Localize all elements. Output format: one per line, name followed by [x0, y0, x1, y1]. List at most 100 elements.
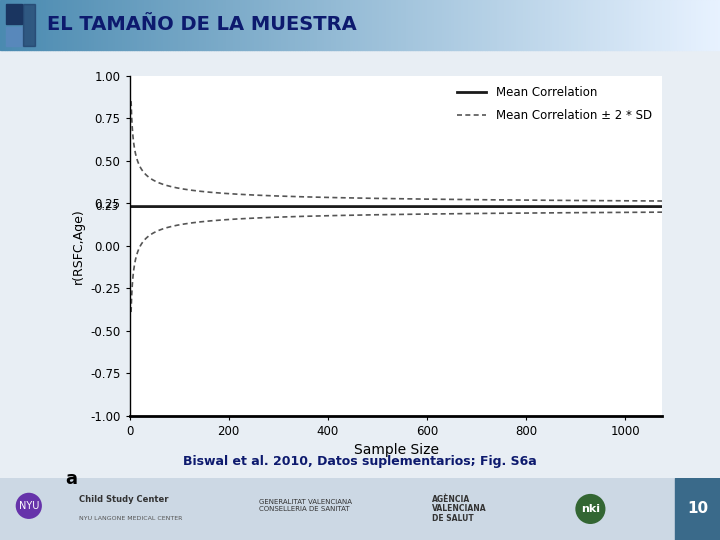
Bar — [648, 0, 650, 50]
Bar — [117, 0, 120, 50]
Bar — [557, 0, 559, 50]
Bar — [139, 0, 142, 50]
Bar — [590, 0, 593, 50]
Bar — [477, 0, 480, 50]
Bar — [261, 0, 264, 50]
Bar — [571, 0, 574, 50]
Bar — [202, 0, 204, 50]
Bar — [526, 0, 528, 50]
Bar — [533, 0, 535, 50]
Bar — [461, 0, 463, 50]
Bar — [65, 0, 67, 50]
Bar — [0, 0, 2, 50]
Bar — [629, 0, 631, 50]
Bar — [600, 0, 603, 50]
Bar — [55, 0, 58, 50]
Bar — [418, 0, 420, 50]
Bar — [300, 0, 302, 50]
Bar — [108, 0, 110, 50]
Bar — [228, 0, 230, 50]
Bar — [281, 0, 283, 50]
Mean Correlation ± 2 * SD — [219, 190, 228, 197]
Bar — [36, 0, 38, 50]
Bar — [437, 0, 439, 50]
Bar — [91, 0, 94, 50]
Bar — [243, 0, 245, 50]
Bar — [610, 0, 612, 50]
Bar — [331, 0, 333, 50]
Bar — [130, 0, 132, 50]
Bar — [495, 0, 497, 50]
Bar — [578, 0, 581, 50]
Bar — [34, 0, 36, 50]
Bar — [715, 0, 718, 50]
Bar — [271, 0, 274, 50]
Bar — [173, 0, 175, 50]
Bar — [192, 0, 194, 50]
Mean Correlation — [219, 204, 228, 210]
Bar — [333, 0, 336, 50]
Bar — [166, 0, 168, 50]
Bar — [185, 0, 187, 50]
Bar — [542, 0, 545, 50]
Bar — [324, 0, 326, 50]
Bar — [564, 0, 567, 50]
Bar — [480, 0, 482, 50]
Bar — [27, 0, 29, 50]
Text: Child Study Center: Child Study Center — [79, 495, 168, 504]
Bar — [711, 0, 713, 50]
Bar — [60, 0, 63, 50]
Bar — [662, 0, 665, 50]
Bar — [693, 0, 696, 50]
Bar — [99, 0, 101, 50]
Bar — [156, 0, 158, 50]
Bar — [595, 0, 598, 50]
Bar — [329, 0, 331, 50]
Bar — [605, 0, 607, 50]
Bar — [492, 0, 495, 50]
Text: DE SALUT: DE SALUT — [432, 514, 474, 523]
Bar — [657, 0, 660, 50]
Bar — [151, 0, 153, 50]
Bar — [218, 0, 221, 50]
Bar — [701, 0, 703, 50]
Bar — [415, 0, 418, 50]
Bar — [297, 0, 300, 50]
Bar — [703, 0, 706, 50]
Bar — [288, 0, 290, 50]
Bar — [72, 0, 74, 50]
Bar — [235, 0, 238, 50]
Y-axis label: r(RSFC,Age): r(RSFC,Age) — [72, 208, 85, 284]
Bar — [23, 4, 35, 46]
Bar — [403, 0, 405, 50]
Bar — [459, 0, 461, 50]
Bar — [53, 0, 55, 50]
Bar — [425, 0, 427, 50]
Bar — [706, 0, 708, 50]
Bar — [660, 0, 662, 50]
Bar — [574, 0, 576, 50]
Bar — [221, 0, 223, 50]
Bar — [12, 0, 14, 50]
Bar — [451, 0, 454, 50]
Bar — [470, 0, 473, 50]
Bar — [211, 0, 214, 50]
Bar — [439, 0, 441, 50]
Mean Correlation — [354, 204, 362, 210]
Bar — [355, 0, 358, 50]
Bar — [639, 0, 641, 50]
Bar — [115, 0, 117, 50]
Bar — [713, 0, 715, 50]
Text: AGÈNCIA: AGÈNCIA — [432, 495, 470, 504]
Bar — [619, 0, 621, 50]
Bar — [398, 0, 401, 50]
Bar — [612, 0, 614, 50]
Bar — [502, 0, 504, 50]
Bar — [171, 0, 173, 50]
Bar — [6, 4, 22, 24]
Bar — [276, 0, 279, 50]
Bar — [209, 0, 211, 50]
Bar — [588, 0, 590, 50]
Bar — [665, 0, 667, 50]
Bar — [199, 0, 202, 50]
